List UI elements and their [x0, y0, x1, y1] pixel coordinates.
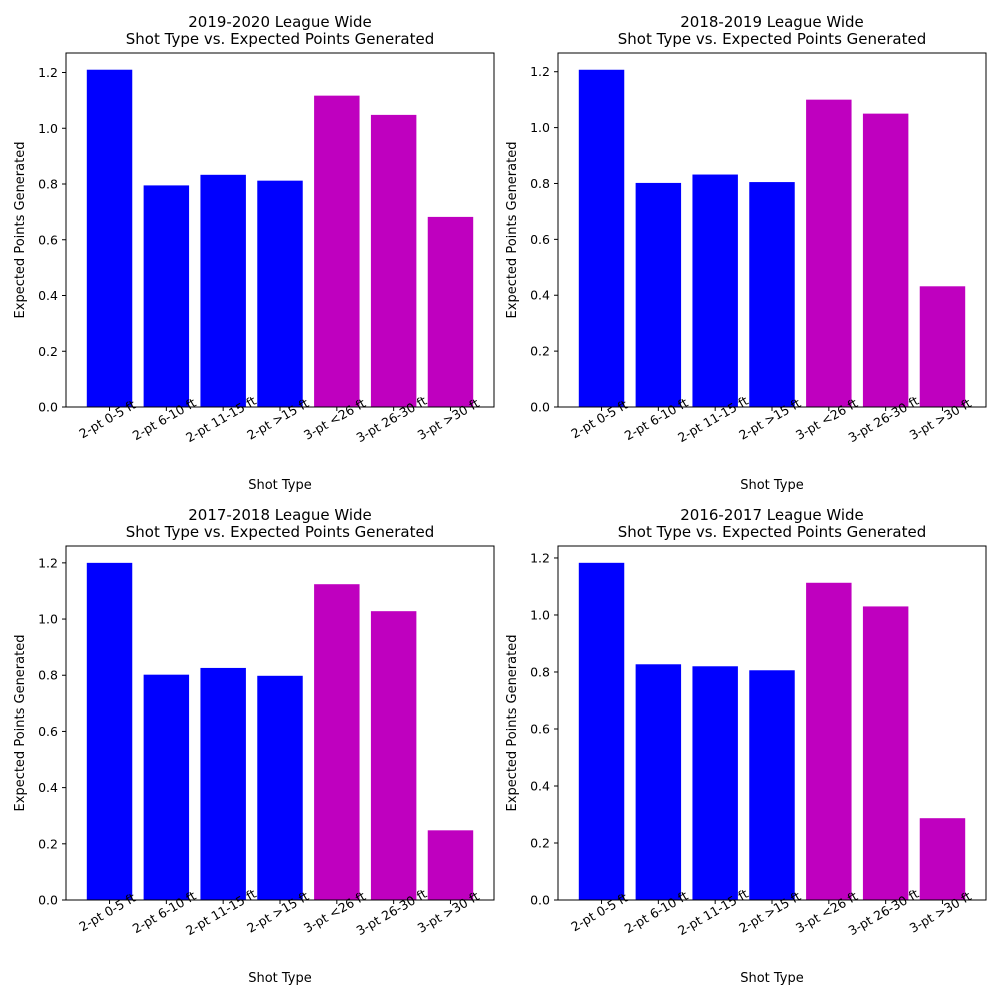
bar-1 — [635, 664, 682, 900]
y-tick-label: 0.0 — [38, 400, 58, 415]
bar-1 — [635, 182, 682, 407]
chart-title-line-0: 2019-2020 League Wide — [188, 13, 372, 31]
bar-4 — [314, 584, 360, 900]
bar-2 — [692, 174, 738, 407]
chart-title-line-1: Shot Type vs. Expected Points Generated — [618, 523, 926, 541]
y-tick-label: 0.8 — [38, 668, 58, 683]
y-tick-label: 0.2 — [38, 836, 58, 851]
bar-5 — [862, 113, 909, 408]
x-axis-label: Shot Type — [740, 478, 804, 493]
y-tick-label: 1.0 — [38, 121, 58, 136]
chart-title-line-1: Shot Type vs. Expected Points Generated — [618, 30, 926, 48]
bar-3 — [257, 180, 303, 407]
y-tick-label: 0.2 — [530, 344, 550, 359]
y-tick-label: 0.2 — [38, 344, 58, 359]
bar-6 — [919, 818, 966, 900]
chart-title-line-0: 2016-2017 League Wide — [680, 506, 864, 524]
x-axis-label: Shot Type — [248, 478, 312, 493]
y-axis-label: Expected Points Generated — [505, 142, 520, 319]
bar-0 — [578, 562, 625, 900]
y-tick-label: 0.8 — [530, 176, 550, 191]
y-tick-label: 1.0 — [530, 607, 550, 622]
y-tick-label: 0.0 — [530, 400, 550, 415]
bar-5 — [862, 606, 909, 900]
bar-0 — [86, 562, 133, 900]
x-axis-label: Shot Type — [248, 971, 312, 986]
y-axis-label: Expected Points Generated — [505, 635, 520, 812]
y-tick-label: 1.0 — [38, 612, 58, 627]
y-tick-label: 1.2 — [38, 555, 58, 570]
y-tick-label: 1.2 — [530, 550, 550, 565]
y-tick-label: 1.0 — [530, 120, 550, 135]
bar-1 — [143, 674, 190, 900]
bar-2 — [692, 666, 738, 900]
chart-title-line-0: 2018-2019 League Wide — [680, 13, 864, 31]
y-tick-label: 0.6 — [530, 232, 550, 247]
bar-3 — [257, 675, 303, 900]
y-tick-label: 0.8 — [530, 664, 550, 679]
bar-3 — [749, 182, 795, 407]
y-tick-label: 0.4 — [38, 288, 58, 303]
y-tick-label: 0.0 — [530, 893, 550, 908]
y-tick-label: 0.6 — [530, 721, 550, 736]
y-tick-label: 0.4 — [38, 780, 58, 795]
bar-2 — [200, 667, 246, 900]
y-tick-label: 0.6 — [38, 724, 58, 739]
bar-0 — [578, 69, 625, 407]
x-axis-label: Shot Type — [740, 971, 804, 986]
y-tick-label: 0.4 — [530, 778, 550, 793]
bar-3 — [749, 670, 795, 900]
bar-1 — [143, 185, 190, 407]
y-axis-label: Expected Points Generated — [13, 635, 28, 812]
bar-4 — [806, 582, 852, 900]
bar-2 — [200, 174, 246, 407]
bar-5 — [370, 114, 417, 408]
bar-6 — [427, 830, 474, 900]
y-tick-label: 1.2 — [530, 64, 550, 79]
chart-title-line-1: Shot Type vs. Expected Points Generated — [126, 523, 434, 541]
y-tick-label: 1.2 — [38, 65, 58, 80]
bar-5 — [370, 611, 417, 900]
bar-6 — [919, 286, 966, 407]
y-tick-label: 0.2 — [530, 835, 550, 850]
bar-0 — [86, 69, 133, 407]
y-axis-label: Expected Points Generated — [13, 142, 28, 319]
y-tick-label: 0.8 — [38, 177, 58, 192]
bar-4 — [806, 99, 852, 408]
bar-4 — [314, 95, 360, 407]
y-tick-label: 0.0 — [38, 893, 58, 908]
y-tick-label: 0.6 — [38, 232, 58, 247]
bar-6 — [427, 216, 474, 407]
y-tick-label: 0.4 — [530, 288, 550, 303]
chart-title-line-1: Shot Type vs. Expected Points Generated — [126, 30, 434, 48]
chart-title-line-0: 2017-2018 League Wide — [188, 506, 372, 524]
